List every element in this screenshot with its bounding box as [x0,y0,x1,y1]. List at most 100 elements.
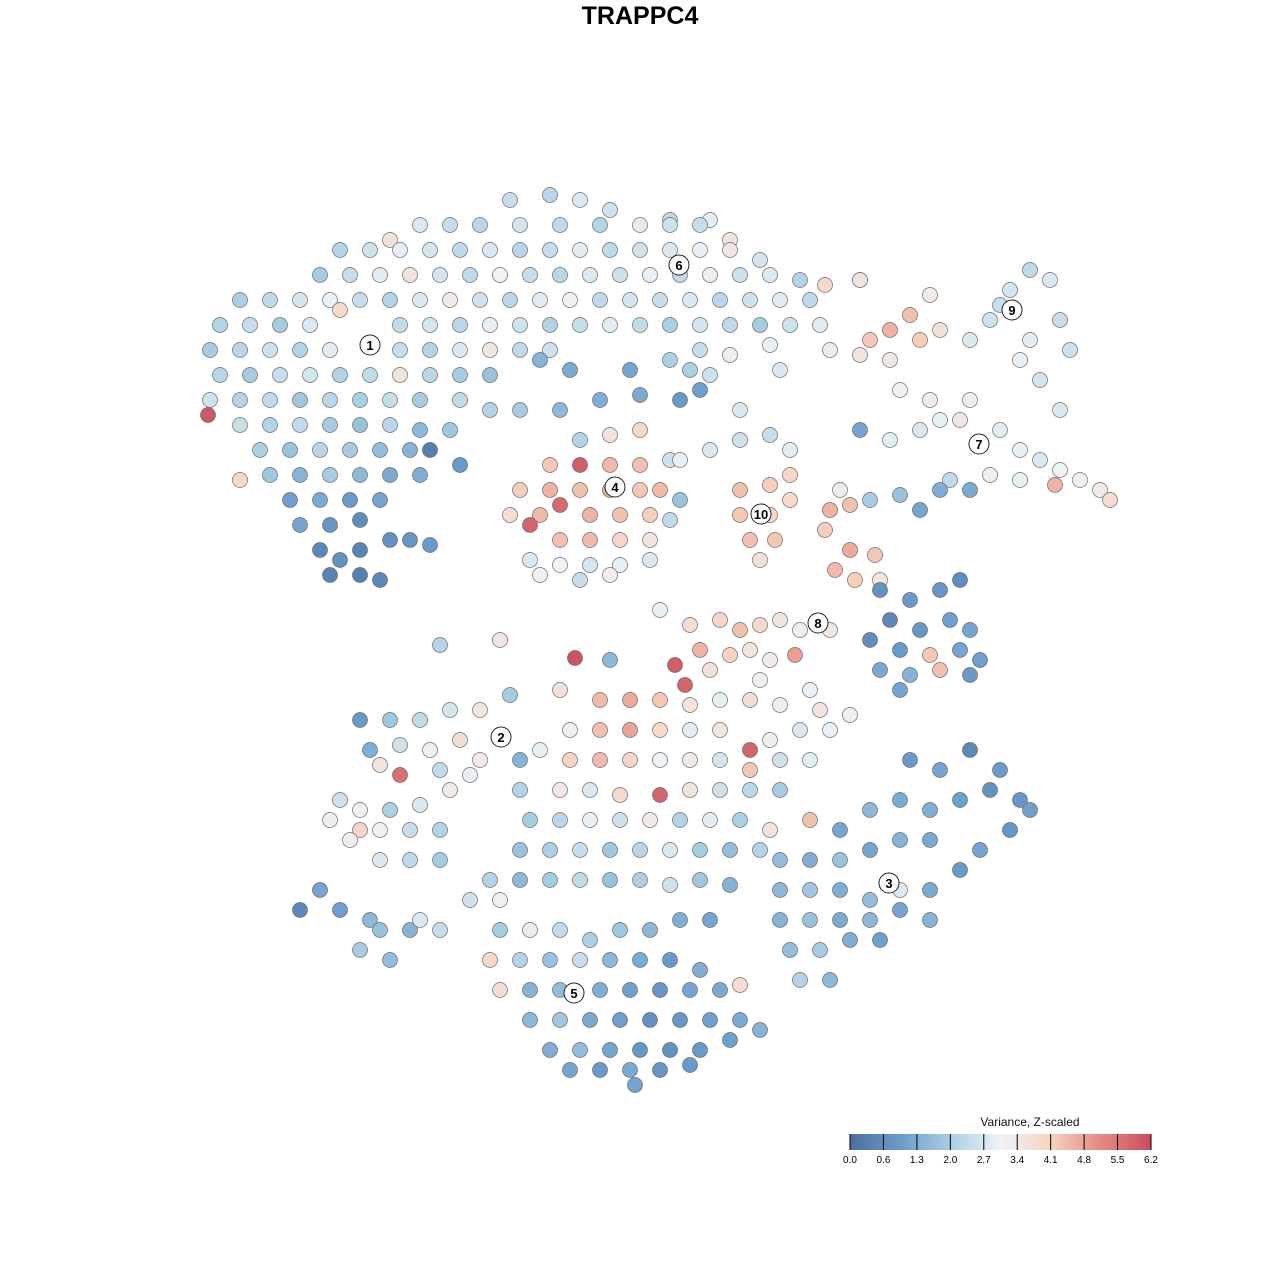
data-point [932,762,948,778]
data-point [262,467,278,483]
data-point [632,217,648,233]
data-point [932,582,948,598]
data-point [892,902,908,918]
data-point [842,932,858,948]
data-point [412,797,428,813]
legend-tick-label: 2.0 [943,1155,957,1166]
data-point [692,217,708,233]
data-point [602,652,618,668]
data-point [762,427,778,443]
data-point [762,337,778,353]
data-point [652,602,668,618]
data-point [1012,442,1028,458]
data-point [872,582,888,598]
data-point [952,792,968,808]
data-point [762,267,778,283]
data-point [502,292,518,308]
data-point [462,892,478,908]
data-point [922,802,938,818]
data-point [862,842,878,858]
data-point [542,317,558,333]
data-point [812,942,828,958]
cluster-label-1: 1 [359,334,381,356]
data-point [767,532,783,548]
data-point [742,692,758,708]
data-point [872,662,888,678]
data-point [942,612,958,628]
data-point [552,922,568,938]
data-point [847,572,863,588]
data-point [802,882,818,898]
data-point [642,922,658,938]
data-point [522,812,538,828]
data-point [572,317,588,333]
data-point [342,832,358,848]
data-point [782,317,798,333]
data-point [522,552,538,568]
data-point [542,187,558,203]
data-point [612,557,628,573]
data-point [572,872,588,888]
data-point [372,822,388,838]
data-point [962,482,978,498]
cluster-label-3: 3 [878,872,900,894]
data-point [422,317,438,333]
data-point [817,522,833,538]
data-point [762,732,778,748]
cluster-label-marker [968,433,990,455]
data-point [592,1062,608,1078]
legend-tick-label: 3.4 [1010,1155,1024,1166]
data-point [612,922,628,938]
data-point [952,642,968,658]
data-point [532,507,548,523]
data-point [432,852,448,868]
data-point [602,457,618,473]
data-point [422,242,438,258]
data-point [852,347,868,363]
data-point [572,482,588,498]
data-point [292,467,308,483]
data-point [542,342,558,358]
data-point [792,622,808,638]
data-point [732,1012,748,1028]
data-point [692,382,708,398]
data-point [842,707,858,723]
data-point [742,762,758,778]
data-point [402,267,418,283]
data-point [562,362,578,378]
data-point [422,342,438,358]
data-point [262,417,278,433]
data-point [682,722,698,738]
data-point [502,687,518,703]
data-point [592,217,608,233]
data-point [772,782,788,798]
data-point [512,242,528,258]
data-point [602,317,618,333]
data-point [632,242,648,258]
data-point [902,667,918,683]
data-point [200,407,216,423]
data-point [952,572,968,588]
data-point [512,482,528,498]
data-point [602,242,618,258]
data-point [612,267,628,283]
data-point [512,752,528,768]
cluster-label-text: 3 [885,876,892,891]
data-point [622,1062,638,1078]
data-point [322,342,338,358]
data-point [1022,332,1038,348]
data-point [572,192,588,208]
data-point [662,512,678,528]
data-point [682,752,698,768]
data-point [632,952,648,968]
data-point [892,382,908,398]
data-point [322,567,338,583]
data-point [662,1042,678,1058]
data-point [382,232,398,248]
data-point [552,682,568,698]
data-point [882,352,898,368]
data-point [582,1012,598,1028]
data-point [242,317,258,333]
data-point [482,342,498,358]
data-point [422,742,438,758]
